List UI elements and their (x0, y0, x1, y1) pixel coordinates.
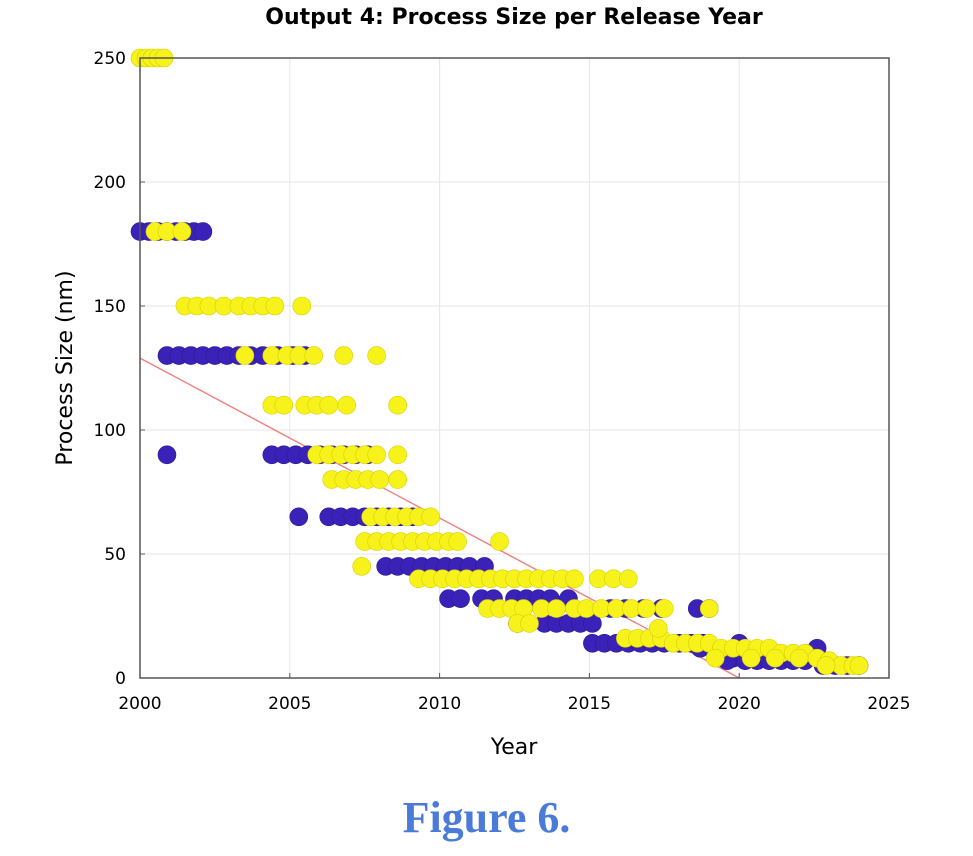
data-point (451, 589, 470, 608)
data-point (334, 346, 354, 365)
data-point (565, 569, 584, 589)
data-point (388, 470, 407, 489)
data-point (292, 296, 312, 316)
x-axis-label: Year (490, 735, 539, 760)
data-point (172, 222, 192, 241)
x-tick-label: 2015 (568, 694, 611, 714)
y-tick-label: 200 (94, 173, 126, 193)
data-point (319, 395, 339, 415)
data-point (705, 648, 725, 668)
y-tick-label: 50 (104, 545, 126, 565)
x-tick-label: 2000 (118, 694, 161, 714)
data-point (274, 395, 294, 415)
data-point (388, 445, 407, 465)
scatter-chart: Output 4: Process Size per Release Year … (53, 5, 911, 760)
data-point (304, 346, 324, 365)
x-tick-label: 2025 (867, 694, 910, 714)
data-point (649, 619, 668, 638)
y-tick-label: 150 (94, 297, 126, 317)
data-point (421, 507, 440, 527)
data-point (520, 614, 539, 633)
x-tick-label: 2010 (418, 694, 461, 714)
y-tick-label: 100 (94, 421, 126, 441)
data-point (547, 599, 566, 618)
data-point (289, 507, 309, 527)
figure-caption: Figure 6. (402, 793, 571, 842)
data-point (741, 648, 761, 668)
data-point (388, 395, 407, 415)
data-point (448, 532, 467, 551)
data-point (789, 648, 809, 668)
data-point (637, 599, 656, 618)
data-point (370, 470, 389, 489)
data-point (765, 648, 785, 668)
data-points (130, 48, 869, 675)
y-tick-label: 250 (94, 49, 126, 69)
data-point (193, 222, 213, 241)
data-point (490, 532, 509, 551)
axis-ticks: 2000 2005 2010 2015 2020 2025 0 50 100 150 200 250 (94, 49, 911, 714)
data-point (235, 346, 255, 365)
data-point (816, 656, 836, 675)
data-point (367, 346, 386, 365)
data-point (619, 569, 638, 589)
data-point (849, 656, 869, 675)
data-point (265, 296, 285, 316)
data-point (654, 599, 674, 618)
plot-frame (139, 57, 890, 679)
y-tick-label: 0 (115, 669, 126, 689)
chart-title: Output 4: Process Size per Release Year (265, 5, 763, 30)
data-point (352, 557, 372, 576)
x-tick-label: 2020 (718, 694, 761, 714)
data-point (367, 445, 386, 465)
y-axis-label: Process Size (nm) (53, 270, 78, 465)
data-point (699, 599, 719, 618)
data-point (157, 445, 177, 465)
x-tick-label: 2005 (268, 694, 311, 714)
data-point (337, 395, 357, 415)
